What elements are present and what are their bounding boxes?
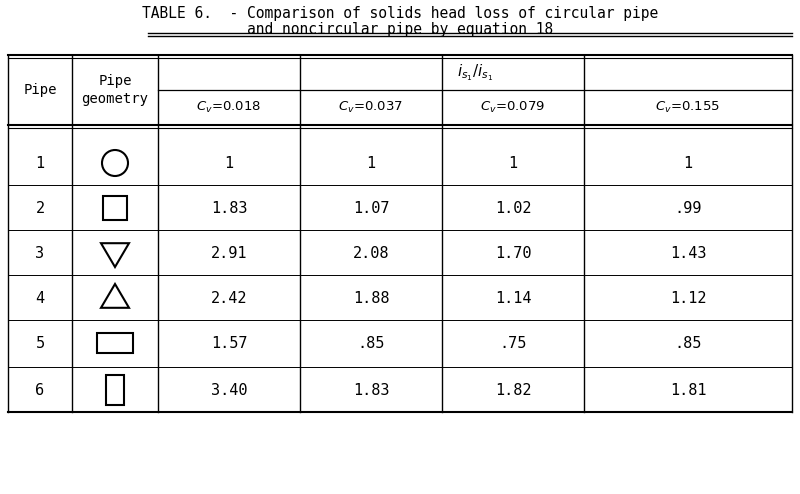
Text: 1.83: 1.83 bbox=[210, 201, 247, 215]
Text: $C_v$=0.079: $C_v$=0.079 bbox=[481, 100, 546, 115]
Text: $i_{s_1}/i_{s_1}$: $i_{s_1}/i_{s_1}$ bbox=[457, 62, 493, 83]
Text: 1.07: 1.07 bbox=[353, 201, 390, 215]
Text: .99: .99 bbox=[674, 201, 702, 215]
Text: .85: .85 bbox=[358, 335, 385, 351]
Text: 6: 6 bbox=[35, 382, 45, 398]
Bar bbox=[97, 333, 133, 353]
Text: 1: 1 bbox=[366, 156, 375, 170]
Bar bbox=[103, 196, 127, 220]
Text: 5: 5 bbox=[35, 335, 45, 351]
Text: 2.42: 2.42 bbox=[210, 290, 247, 305]
Text: $C_v$=0.155: $C_v$=0.155 bbox=[655, 100, 721, 115]
Text: 1: 1 bbox=[509, 156, 518, 170]
Text: 1.82: 1.82 bbox=[494, 382, 531, 398]
Text: Pipe
geometry: Pipe geometry bbox=[82, 74, 149, 106]
Text: 1.14: 1.14 bbox=[494, 290, 531, 305]
Text: .75: .75 bbox=[499, 335, 526, 351]
Text: 3.40: 3.40 bbox=[210, 382, 247, 398]
Text: 1.02: 1.02 bbox=[494, 201, 531, 215]
Text: .85: .85 bbox=[674, 335, 702, 351]
Text: 3: 3 bbox=[35, 246, 45, 260]
Text: 1.43: 1.43 bbox=[670, 246, 706, 260]
Text: 2.91: 2.91 bbox=[210, 246, 247, 260]
Text: 2.08: 2.08 bbox=[353, 246, 390, 260]
Text: and noncircular pipe by equation 18: and noncircular pipe by equation 18 bbox=[247, 22, 553, 37]
Text: 2: 2 bbox=[35, 201, 45, 215]
Text: Pipe: Pipe bbox=[23, 83, 57, 97]
Bar bbox=[106, 375, 124, 405]
Text: 1.70: 1.70 bbox=[494, 246, 531, 260]
Text: 1: 1 bbox=[35, 156, 45, 170]
Text: 1.88: 1.88 bbox=[353, 290, 390, 305]
Text: 1.83: 1.83 bbox=[353, 382, 390, 398]
Text: 1.57: 1.57 bbox=[210, 335, 247, 351]
Text: $C_v$=0.037: $C_v$=0.037 bbox=[338, 100, 403, 115]
Text: 1.81: 1.81 bbox=[670, 382, 706, 398]
Text: 4: 4 bbox=[35, 290, 45, 305]
Text: 1: 1 bbox=[683, 156, 693, 170]
Text: 1.12: 1.12 bbox=[670, 290, 706, 305]
Text: 1: 1 bbox=[225, 156, 234, 170]
Text: TABLE 6.  - Comparison of solids head loss of circular pipe: TABLE 6. - Comparison of solids head los… bbox=[142, 6, 658, 21]
Text: $C_v$=0.018: $C_v$=0.018 bbox=[197, 100, 262, 115]
